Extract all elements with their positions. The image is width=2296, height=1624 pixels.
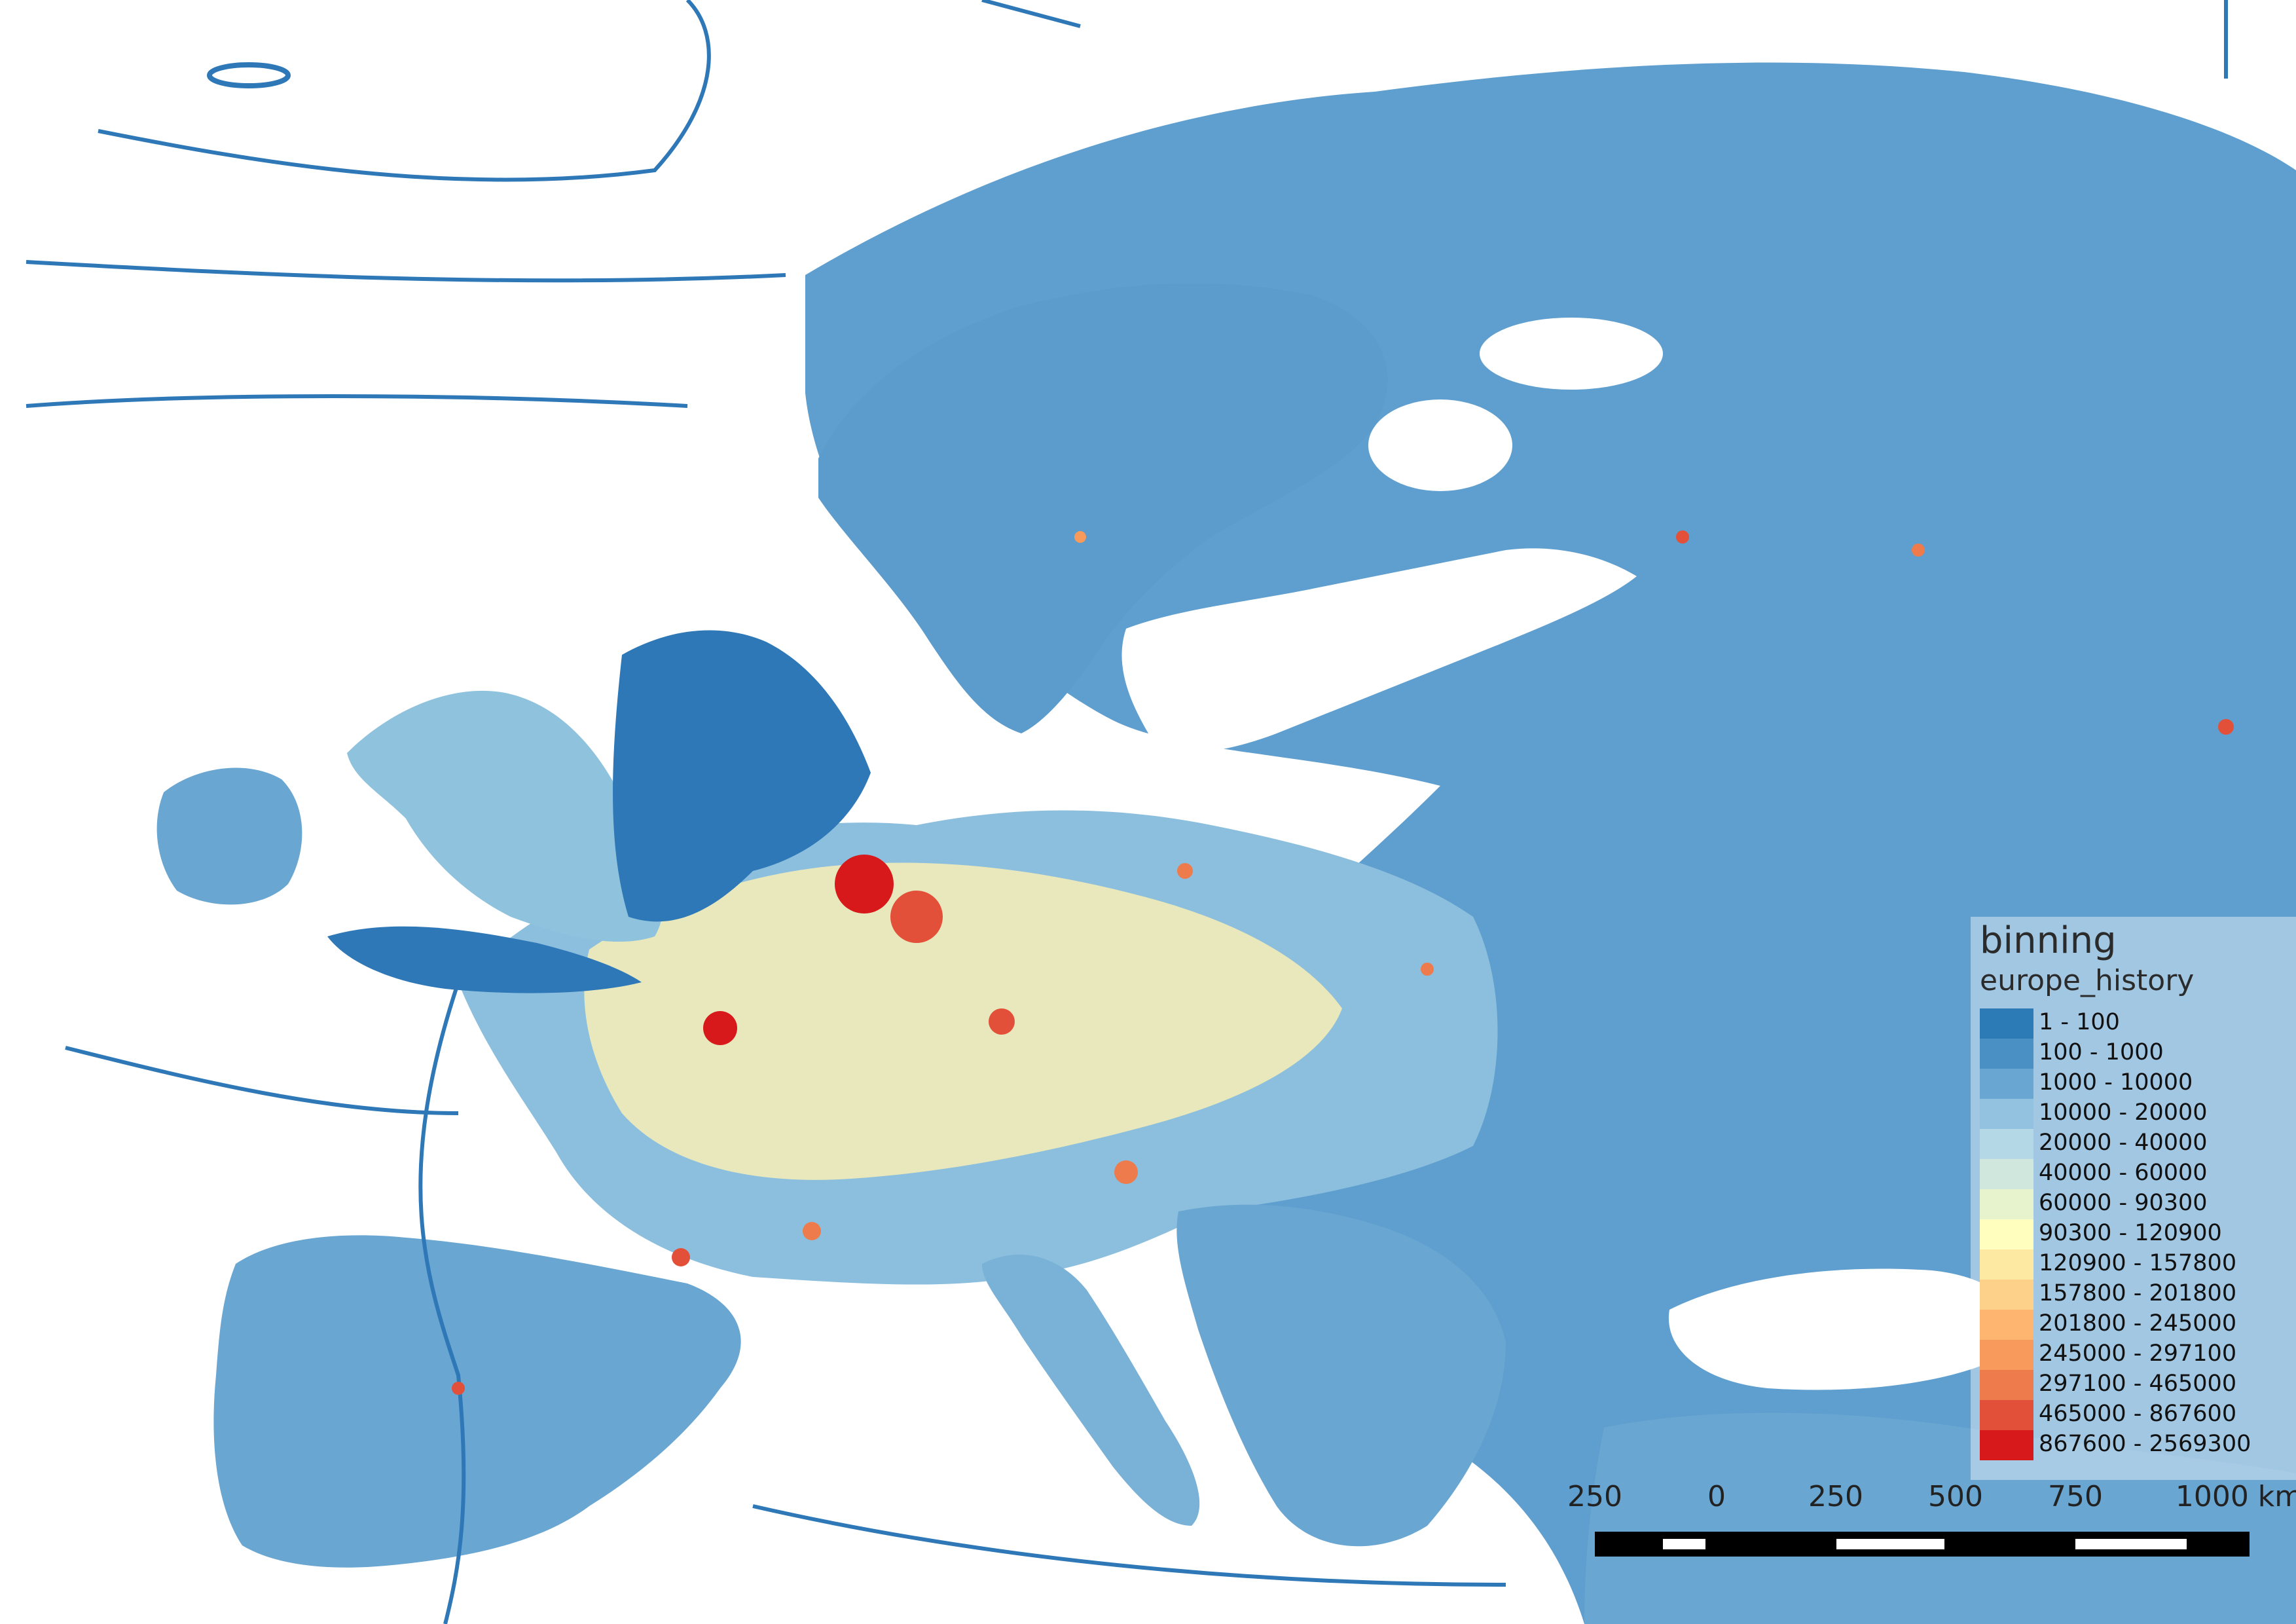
legend-label: 20000 - 40000: [2039, 1130, 2208, 1156]
scale-tick-label: 750: [2048, 1480, 2103, 1513]
land-scandinavia: [818, 283, 1388, 734]
legend-swatch: [1980, 1310, 2033, 1340]
black-sea: [1668, 1268, 2020, 1390]
hotspots: [452, 530, 2234, 1395]
legend-swatch: [1980, 1219, 2033, 1249]
land-italy: [982, 1254, 1200, 1526]
legend-swatch: [1980, 1249, 2033, 1280]
land-britain: [347, 690, 663, 942]
legend-swatch: [1980, 1189, 2033, 1219]
scale-bar: 250 0 250 500 750 1000 km: [1558, 1473, 2296, 1572]
legend-label: 1000 - 10000: [2039, 1069, 2193, 1096]
legend-title: binning: [1980, 919, 2117, 962]
legend-label: 157800 - 201800: [2039, 1280, 2237, 1306]
scale-tick-label: 0: [1707, 1480, 1726, 1513]
legend-swatch: [1980, 1129, 2033, 1159]
legend-label: 120900 - 157800: [2039, 1250, 2237, 1276]
legend-swatch: [1980, 1069, 2033, 1099]
scale-bar-segment: [2075, 1539, 2187, 1549]
land-ireland: [156, 767, 302, 905]
legend-label: 90300 - 120900: [2039, 1220, 2222, 1246]
legend-swatch: [1980, 1159, 2033, 1189]
legend-label: 867600 - 2569300: [2039, 1431, 2251, 1457]
legend-label: 245000 - 297100: [2039, 1340, 2237, 1367]
legend-label: 465000 - 867600: [2039, 1401, 2237, 1427]
legend-label: 297100 - 465000: [2039, 1371, 2237, 1397]
scale-tick-label: 1000 km: [2175, 1480, 2296, 1513]
legend-swatch: [1980, 1099, 2033, 1129]
ship-tracks: [26, 0, 2228, 1624]
land-turkey: [1584, 1412, 2296, 1624]
legend-swatch: [1980, 1008, 2033, 1039]
scale-tick-label: 500: [1928, 1480, 1983, 1513]
legend-label: 1 - 100: [2039, 1009, 2120, 1035]
legend-swatch: [1980, 1400, 2033, 1430]
scale-bar-segment: [1836, 1539, 1944, 1549]
legend-label: 201800 - 245000: [2039, 1310, 2237, 1337]
legend-swatch: [1980, 1340, 2033, 1370]
legend-swatch: [1980, 1430, 2033, 1460]
heat-core: [584, 862, 1342, 1180]
legend-label: 100 - 1000: [2039, 1039, 2164, 1065]
north-sea-lanes: [613, 630, 871, 922]
legend-swatch: [1980, 1280, 2033, 1310]
legend-swatch: [1980, 1370, 2033, 1400]
land-balkans: [1176, 1204, 1506, 1547]
legend-label: 10000 - 20000: [2039, 1099, 2208, 1126]
scale-tick-label: 250: [1567, 1480, 1622, 1513]
legend-layer-name: europe_history: [1980, 964, 2195, 997]
scale-bar-segment: [1663, 1539, 1705, 1549]
legend-label: 60000 - 90300: [2039, 1190, 2208, 1216]
legend-swatch: [1980, 1039, 2033, 1069]
scale-tick-label: 250: [1808, 1480, 1863, 1513]
land-iberia: [213, 1235, 741, 1568]
legend-label: 40000 - 60000: [2039, 1160, 2208, 1186]
map-legend: binning europe_history 1 - 100 100 - 1000…: [1971, 917, 2296, 1480]
